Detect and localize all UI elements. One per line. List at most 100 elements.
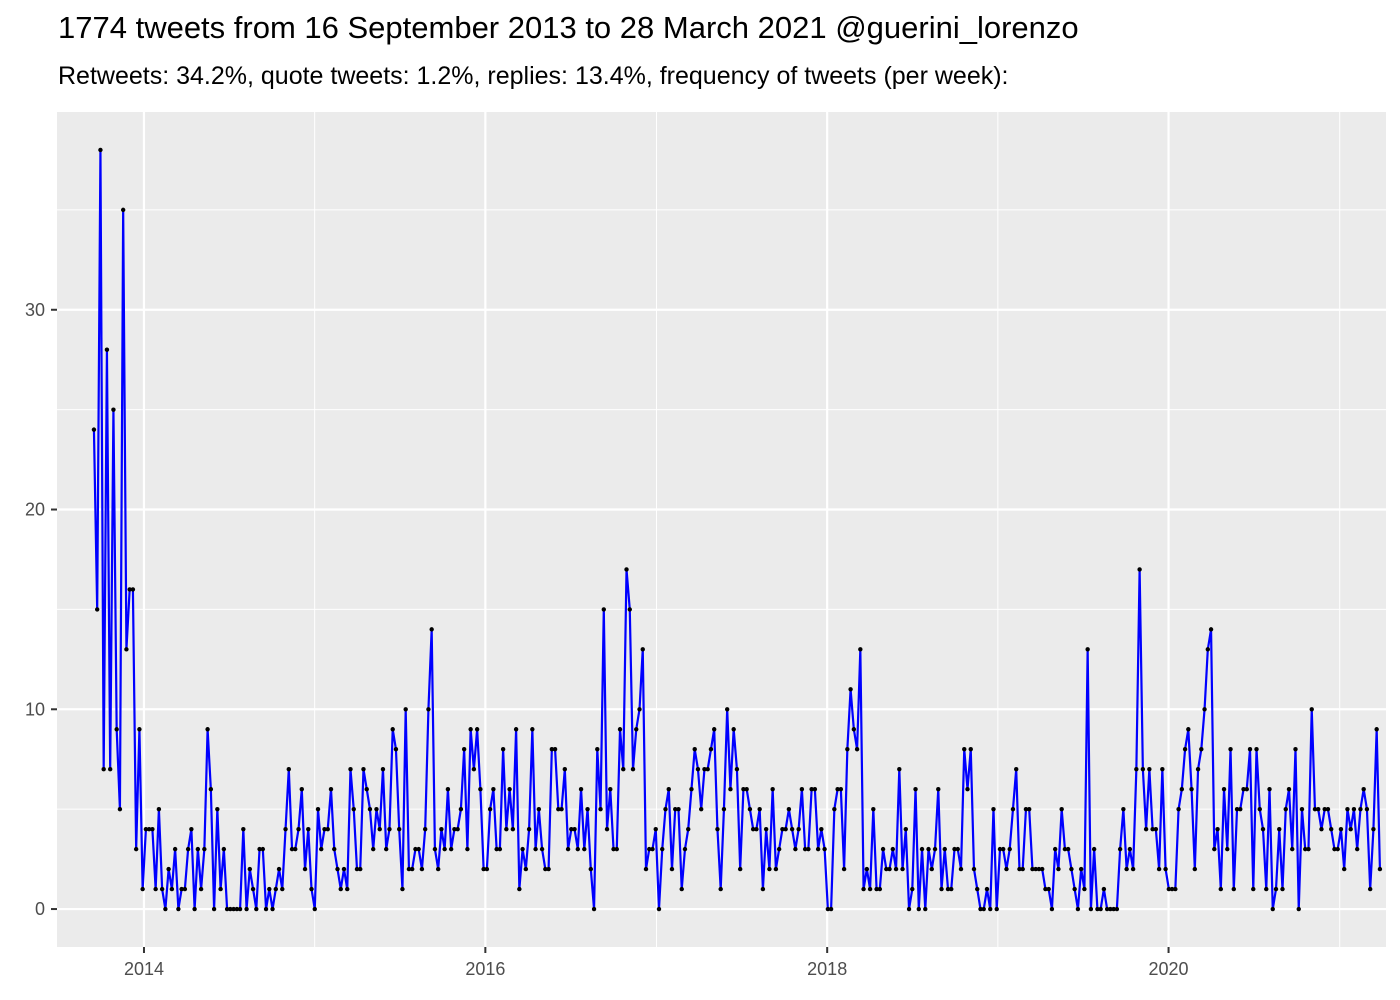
data-point bbox=[250, 886, 256, 892]
data-point bbox=[1065, 846, 1071, 852]
data-point bbox=[1143, 826, 1149, 832]
data-point bbox=[332, 846, 337, 852]
data-point bbox=[1046, 886, 1051, 892]
data-point bbox=[247, 866, 253, 872]
data-point bbox=[1325, 806, 1331, 812]
data-point bbox=[737, 866, 743, 872]
data-point bbox=[1043, 886, 1048, 892]
data-point bbox=[185, 846, 191, 852]
data-point bbox=[1361, 786, 1366, 792]
data-point bbox=[978, 906, 983, 912]
data-point bbox=[1221, 786, 1227, 792]
data-point bbox=[767, 866, 772, 872]
data-point bbox=[718, 886, 723, 892]
data-point bbox=[640, 647, 645, 652]
data-point bbox=[371, 846, 376, 852]
data-point bbox=[91, 427, 97, 432]
data-point bbox=[611, 846, 616, 852]
data-point bbox=[133, 846, 139, 852]
data-point bbox=[1111, 906, 1116, 912]
data-point bbox=[124, 647, 129, 652]
data-point bbox=[945, 886, 951, 892]
data-point bbox=[1030, 866, 1035, 872]
data-point bbox=[1059, 806, 1064, 812]
data-point bbox=[1062, 846, 1068, 852]
data-point bbox=[179, 886, 184, 892]
data-point bbox=[919, 846, 925, 852]
data-point bbox=[975, 886, 980, 892]
data-point bbox=[409, 866, 415, 872]
data-point bbox=[419, 866, 425, 872]
data-point bbox=[1273, 886, 1279, 892]
data-point bbox=[741, 786, 746, 792]
data-point bbox=[1218, 886, 1224, 892]
data-point bbox=[630, 767, 636, 772]
data-point bbox=[1277, 826, 1282, 832]
data-point bbox=[192, 906, 197, 912]
data-point bbox=[140, 886, 145, 892]
data-point bbox=[1303, 846, 1308, 852]
data-point bbox=[1241, 786, 1246, 792]
data-point bbox=[458, 806, 464, 812]
data-point bbox=[289, 846, 295, 852]
data-point bbox=[218, 886, 223, 892]
data-point bbox=[351, 806, 356, 812]
data-points bbox=[91, 147, 1383, 912]
data-point bbox=[861, 886, 866, 892]
data-point bbox=[955, 846, 960, 852]
data-point bbox=[1124, 866, 1129, 872]
data-point bbox=[734, 767, 740, 772]
data-point bbox=[504, 826, 509, 832]
data-point bbox=[117, 806, 123, 812]
data-point bbox=[952, 846, 957, 852]
data-point bbox=[166, 866, 171, 872]
data-point bbox=[1212, 846, 1217, 852]
data-point bbox=[461, 747, 467, 752]
data-point bbox=[429, 627, 434, 632]
x-tick-label: 2018 bbox=[807, 959, 847, 979]
data-point bbox=[705, 767, 710, 772]
data-point bbox=[903, 826, 908, 832]
data-point bbox=[1082, 886, 1087, 892]
data-point bbox=[1114, 906, 1120, 912]
data-point bbox=[968, 747, 973, 752]
data-point bbox=[893, 866, 899, 872]
data-point bbox=[130, 587, 136, 592]
data-point bbox=[867, 886, 873, 892]
data-point bbox=[1147, 767, 1152, 772]
data-point bbox=[104, 347, 110, 352]
chart-subtitle: Retweets: 34.2%, quote tweets: 1.2%, rep… bbox=[58, 62, 1009, 90]
data-point bbox=[1270, 906, 1275, 912]
data-point bbox=[608, 786, 613, 792]
data-point bbox=[835, 786, 840, 792]
data-point bbox=[377, 826, 382, 832]
data-point bbox=[361, 767, 366, 772]
data-point bbox=[650, 846, 655, 852]
data-point bbox=[656, 906, 662, 912]
data-point bbox=[189, 826, 194, 832]
data-point bbox=[712, 727, 717, 732]
data-point bbox=[403, 707, 408, 712]
data-point bbox=[754, 826, 759, 832]
data-point bbox=[497, 846, 503, 852]
data-point bbox=[890, 846, 896, 852]
data-point bbox=[448, 846, 454, 852]
data-point bbox=[293, 846, 298, 852]
data-point bbox=[549, 747, 555, 752]
data-point bbox=[1319, 826, 1324, 832]
plot-panel bbox=[57, 112, 1386, 947]
data-point bbox=[1351, 806, 1357, 812]
data-point bbox=[660, 846, 665, 852]
data-point bbox=[1338, 826, 1344, 832]
data-point bbox=[422, 826, 428, 832]
data-point bbox=[585, 806, 590, 812]
data-point bbox=[536, 806, 542, 812]
data-point bbox=[673, 806, 678, 812]
data-point bbox=[1329, 826, 1334, 832]
data-point bbox=[224, 906, 230, 912]
data-point bbox=[575, 846, 581, 852]
data-point bbox=[169, 886, 175, 892]
data-point bbox=[1137, 567, 1142, 572]
data-point bbox=[1104, 906, 1110, 912]
data-point bbox=[1156, 866, 1162, 872]
